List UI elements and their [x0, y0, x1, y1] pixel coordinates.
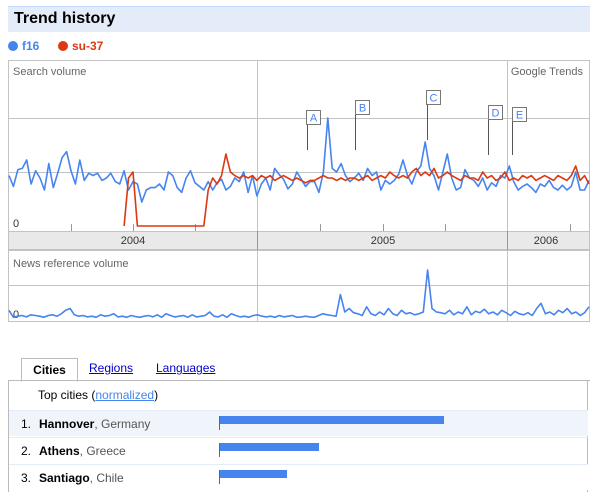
su37-marker: [219, 416, 220, 430]
city-name: Hannover: [39, 417, 95, 431]
legend-item-su37[interactable]: su-37: [58, 39, 103, 53]
city-rank: 3.: [21, 471, 32, 485]
legend-label-f16: f16: [22, 39, 40, 53]
su37-marker: [219, 443, 220, 457]
annotation-flag-d[interactable]: [488, 105, 503, 120]
city-name-wrap: Santiago, Chile: [39, 471, 124, 485]
cities-panel: [8, 380, 588, 492]
time-axis: [8, 231, 590, 250]
tab-languages[interactable]: Languages: [156, 361, 216, 375]
legend-item-f16[interactable]: f16: [8, 39, 39, 53]
trend-history-header: Trend history: [8, 6, 590, 32]
city-volume-bar: [220, 470, 287, 478]
annotation-label-d: D: [492, 108, 500, 120]
city-rank: 2.: [21, 444, 32, 458]
zero-tick-label: 0: [13, 218, 19, 230]
annotation-label-a: A: [310, 113, 318, 125]
annotation-e[interactable]: E: [512, 107, 527, 156]
annotation-flag-e[interactable]: [512, 107, 527, 122]
city-row[interactable]: 1. Hannover, Germany: [9, 410, 588, 436]
trend-chart: Search volume Google Trends 0 2004 2005 …: [8, 60, 590, 322]
city-name-wrap: Hannover, Germany: [39, 417, 150, 431]
city-rank: 1.: [21, 417, 32, 431]
annotation-flag-b[interactable]: [355, 100, 370, 115]
city-row[interactable]: 3. Santiago, Chile: [9, 464, 588, 490]
city-name-wrap: Athens, Greece: [39, 444, 126, 458]
legend-label-su37: su-37: [72, 39, 104, 53]
year-label-2006: 2006: [534, 235, 558, 247]
tab-divider: [8, 380, 590, 381]
search-volume-label: Search volume: [13, 66, 86, 78]
city-volume-bar: [220, 443, 319, 451]
normalized-link[interactable]: normalized: [95, 388, 155, 402]
google-trends-brand: Google Trends: [511, 66, 584, 78]
city-country: , Chile: [89, 471, 124, 485]
region-tabs: Cities Regions Languages: [8, 357, 590, 382]
annotation-flag-a[interactable]: [306, 110, 321, 125]
news-series-f16: [8, 269, 590, 319]
page-title: Trend history: [14, 10, 116, 27]
annotation-flag-c[interactable]: [426, 90, 441, 105]
annotation-b[interactable]: B: [355, 100, 370, 151]
city-name: Athens: [39, 444, 80, 458]
tab-cities[interactable]: Cities: [21, 358, 78, 382]
annotation-c[interactable]: C: [426, 90, 441, 141]
annotation-d[interactable]: D: [488, 105, 503, 156]
annotation-label-e: E: [516, 110, 523, 122]
city-name: Santiago: [39, 471, 90, 485]
city-row[interactable]: 2. Athens, Greece: [9, 437, 588, 463]
year-label-2005: 2005: [371, 235, 395, 247]
top-cities-label: Top cities: [38, 388, 89, 402]
search-series-su-37: [123, 153, 590, 227]
city-country: , Greece: [79, 444, 126, 458]
top-cities-heading: Top cities (normalized): [38, 388, 159, 402]
city-country: , Germany: [94, 417, 151, 431]
search-volume-panel: [8, 60, 590, 232]
red-dot-icon: [58, 41, 68, 51]
blue-dot-icon: [8, 41, 18, 51]
search-series-f16: [8, 117, 590, 203]
news-zero-tick-label: 0: [13, 309, 19, 321]
year-label-2004: 2004: [121, 235, 145, 247]
annotation-a[interactable]: A: [306, 110, 321, 151]
annotation-label-b: B: [359, 103, 366, 115]
news-volume-label: News reference volume: [13, 258, 129, 270]
tab-regions[interactable]: Regions: [89, 361, 134, 375]
su37-marker: [219, 470, 220, 484]
annotation-label-c: C: [430, 93, 438, 105]
city-volume-bar: [220, 416, 444, 424]
